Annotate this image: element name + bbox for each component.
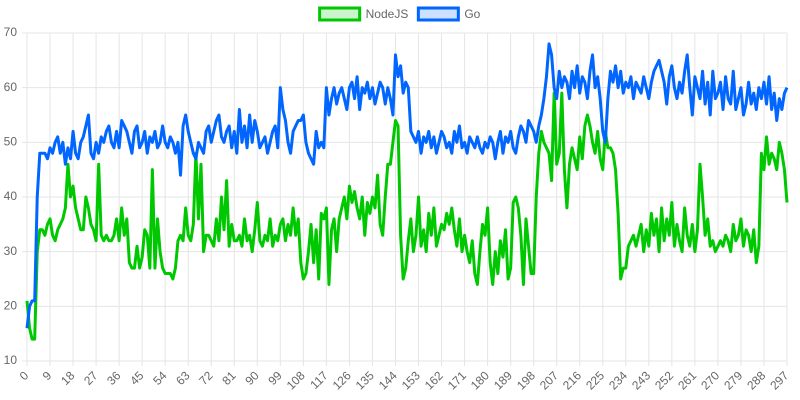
x-tick-label: 90 xyxy=(242,368,262,388)
x-tick-label: 243 xyxy=(629,368,653,392)
x-tick-label: 36 xyxy=(104,368,124,388)
y-tick-label: 50 xyxy=(4,135,18,149)
legend-swatch xyxy=(318,6,362,22)
y-tick-label: 60 xyxy=(4,80,18,94)
series-line xyxy=(25,91,789,341)
x-tick-label: 18 xyxy=(58,368,78,388)
x-tick-label: 45 xyxy=(127,368,147,388)
x-tick-label: 144 xyxy=(376,368,400,392)
x-tick-label: 198 xyxy=(514,368,538,392)
x-tick-label: 270 xyxy=(698,368,722,392)
x-tick-label: 207 xyxy=(537,368,561,392)
x-tick-label: 99 xyxy=(265,368,285,388)
legend: NodeJS Go xyxy=(318,6,481,22)
y-tick-label: 20 xyxy=(4,299,18,313)
legend-item: Go xyxy=(416,6,481,22)
x-tick-label: 54 xyxy=(150,368,170,388)
x-tick-label: 216 xyxy=(560,368,584,392)
x-tick-label: 108 xyxy=(284,368,308,392)
y-tick-label: 30 xyxy=(4,244,18,258)
x-tick-label: 117 xyxy=(307,368,331,392)
x-tick-label: 63 xyxy=(173,368,193,388)
x-tick-label: 0 xyxy=(17,368,32,383)
x-tick-label: 171 xyxy=(445,368,469,392)
x-tick-label: 162 xyxy=(422,368,446,392)
legend-label: NodeJS xyxy=(366,7,409,21)
x-tick-label: 279 xyxy=(721,368,745,392)
x-tick-label: 27 xyxy=(81,368,101,388)
x-tick-label: 180 xyxy=(468,368,492,392)
x-tick-label: 72 xyxy=(196,368,216,388)
y-tick-label: 40 xyxy=(4,189,18,203)
x-tick-label: 81 xyxy=(219,368,239,388)
x-tick-label: 225 xyxy=(583,368,607,392)
x-tick-label: 135 xyxy=(353,368,377,392)
x-tick-label: 9 xyxy=(40,368,55,383)
legend-item: NodeJS xyxy=(318,6,409,22)
x-tick-label: 288 xyxy=(744,368,768,392)
y-tick-label: 70 xyxy=(4,25,18,39)
x-tick-label: 297 xyxy=(767,368,791,392)
x-tick-label: 261 xyxy=(675,368,699,392)
series-line xyxy=(25,42,789,329)
x-tick-label: 234 xyxy=(606,368,630,392)
y-tick-label: 10 xyxy=(4,353,18,367)
x-tick-label: 252 xyxy=(652,368,676,392)
legend-label: Go xyxy=(464,7,480,21)
x-tick-label: 189 xyxy=(491,368,515,392)
x-tick-label: 126 xyxy=(330,368,354,392)
x-tick-label: 153 xyxy=(399,368,423,392)
legend-swatch xyxy=(416,6,460,22)
